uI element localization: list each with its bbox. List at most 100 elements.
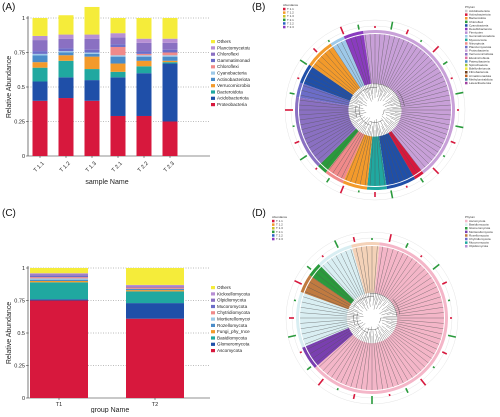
x-tick-label: T1 — [56, 402, 62, 408]
tree-branch — [315, 323, 366, 364]
clade-sector — [300, 83, 351, 106]
tree-branch — [336, 44, 369, 99]
abundance-bar — [299, 59, 308, 66]
tree-branch — [381, 118, 422, 171]
outer-ring-segment — [300, 274, 312, 293]
bar-segment — [84, 80, 100, 101]
legend-swatch — [211, 342, 215, 346]
tree-branch — [307, 286, 359, 312]
bar-segment — [162, 42, 178, 50]
outer-ring-segment — [314, 242, 448, 394]
legend-swatch — [211, 349, 215, 353]
tree-branch — [311, 67, 359, 99]
tree-branch — [335, 255, 366, 307]
tree-branch — [328, 121, 367, 171]
tree-branch — [304, 80, 358, 103]
bar-segment — [110, 55, 126, 57]
tree-branch — [387, 49, 422, 94]
legend-swatch — [211, 311, 215, 315]
tree-branch — [390, 113, 449, 130]
tree-branch — [388, 76, 444, 104]
outer-ring-segment — [325, 170, 344, 184]
tree-branch — [321, 56, 360, 95]
y-tick-label: 1 — [22, 266, 25, 272]
tree-branch — [299, 104, 354, 109]
abundance-legend-label: T 2.2 — [287, 21, 294, 25]
tree-branch — [386, 99, 451, 109]
legend-label: Actinobacteriota — [217, 77, 250, 82]
tree-branch — [379, 36, 395, 92]
legend-swatch — [465, 49, 468, 52]
bar-segment — [84, 49, 100, 53]
phylum-legend-label: Gemmatimonadota — [469, 34, 495, 38]
abundance-bar — [441, 281, 448, 285]
bar-segment — [30, 274, 88, 276]
tree-branch — [385, 63, 436, 103]
abundance-legend-title: Abundance — [272, 215, 288, 219]
abundance-bar — [419, 39, 423, 43]
tree-branch — [378, 128, 390, 185]
phylum-legend-label: Chytridiomycota — [469, 237, 491, 241]
legend-label: Others — [217, 39, 231, 44]
bar-segment — [32, 40, 48, 52]
tree-branch — [392, 59, 433, 96]
tree-branch — [375, 249, 394, 305]
tree-branch — [302, 85, 363, 106]
bar-segment — [58, 60, 74, 78]
legend-swatch — [465, 53, 468, 56]
tree-branch — [382, 71, 441, 106]
tree-branch — [396, 95, 450, 106]
legend-label: Cyanobacteria — [217, 71, 247, 76]
clade-sector — [363, 33, 451, 171]
legend-swatch — [465, 45, 468, 49]
bar-segment — [32, 51, 48, 54]
tree-branch — [300, 307, 364, 317]
y-tick-label: 0.25 — [14, 364, 25, 370]
tree-branch — [300, 95, 358, 107]
legend-swatch — [465, 42, 468, 45]
tree-branch — [394, 121, 441, 149]
legend-swatch — [283, 7, 286, 11]
phylum-legend-label: Patescibacteria — [469, 59, 490, 63]
legend-swatch — [211, 298, 215, 302]
legend-swatch — [283, 22, 286, 25]
bar-segment — [30, 277, 88, 279]
legend-swatch — [272, 227, 275, 230]
legend-swatch — [211, 330, 215, 334]
tree-branch — [385, 318, 444, 324]
tree-branch — [322, 265, 364, 309]
phylum-legend-label: Proteobacteria — [469, 49, 489, 53]
phylum-legend-label: Olpidiomycota — [469, 244, 488, 248]
abundance-bar — [442, 154, 446, 158]
legend-swatch — [465, 245, 468, 248]
legend-swatch — [211, 336, 215, 340]
outer-ring-segment — [318, 244, 353, 267]
legend-swatch — [211, 65, 215, 69]
outer-ring-segment — [343, 30, 364, 40]
tree-branch — [376, 253, 404, 310]
tree-branch — [311, 116, 366, 153]
bar-segment — [32, 81, 48, 101]
x-axis-title: sample Name — [85, 179, 128, 186]
tree-branch — [382, 322, 437, 350]
legend-swatch — [211, 304, 215, 309]
x-tick-label: T 1.1 — [33, 161, 46, 174]
bar-segment — [30, 300, 88, 398]
phylum-legend-label: Spirochaetota — [469, 63, 488, 67]
tree-arc — [382, 109, 385, 116]
tree-branch — [378, 122, 395, 184]
tree-branch — [326, 334, 359, 375]
abundance-bar — [326, 177, 331, 183]
tree-branch — [331, 258, 368, 311]
legend-swatch — [465, 24, 468, 27]
bar-segment — [162, 63, 178, 122]
tree-branch — [341, 41, 367, 94]
legend-swatch — [211, 323, 215, 327]
bar-segment — [126, 268, 184, 285]
tree-branch — [379, 281, 435, 314]
bar-segment — [136, 56, 152, 61]
outer-ring-segment — [342, 180, 368, 190]
bar-segment — [58, 51, 74, 53]
tree-branch — [383, 46, 418, 97]
bar-segment — [84, 69, 100, 81]
